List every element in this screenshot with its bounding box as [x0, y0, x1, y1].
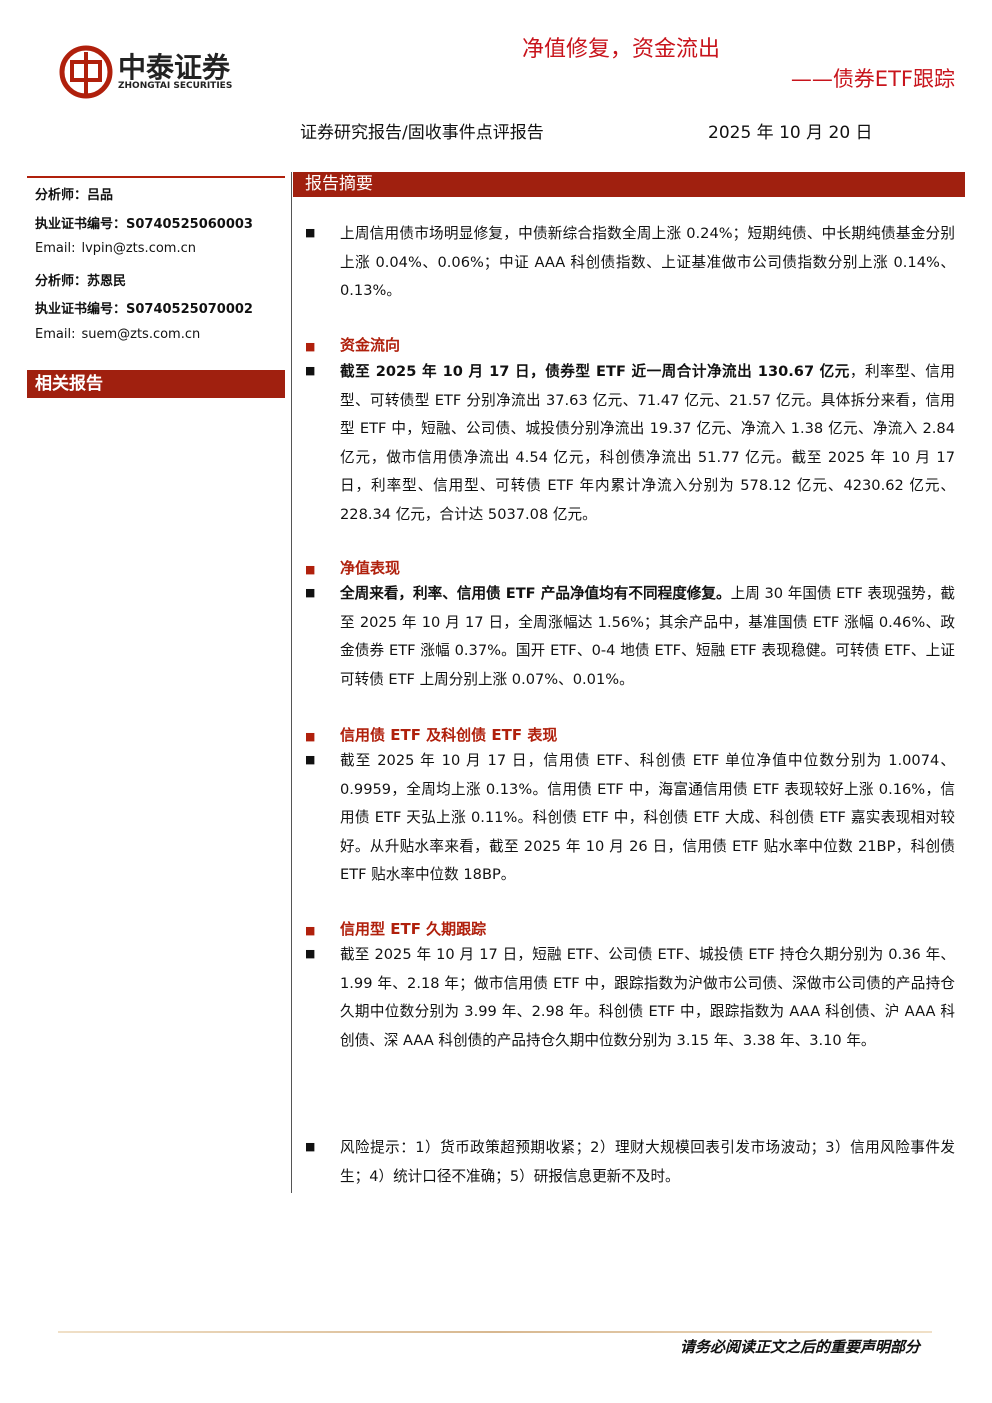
analyst-row: 执业证书编号：S0740525070002: [35, 298, 253, 317]
section-heading: 资金流向: [340, 336, 401, 354]
analyst-label: Email:: [35, 241, 76, 257]
section-heading: 信用债 ETF 及科创债 ETF 表现: [340, 726, 558, 744]
section-paragraph: 全周来看，利率、信用债 ETF 产品净值均有不同程度修复。上周 30 年国债 E…: [340, 580, 955, 694]
analyst-row: 执业证书编号：S0740525060003: [35, 213, 253, 232]
logo-en: ZHONGTAI SECURITIES: [118, 81, 233, 91]
body-text: ，利率型、信用型、可转债型 ETF 分别净流出 37.63 亿元、71.47 亿…: [340, 363, 955, 523]
summary-heading: 报告摘要: [293, 172, 965, 197]
report-date: 2025 年 10 月 20 日: [708, 123, 873, 143]
analyst-label: 分析师：: [35, 188, 88, 203]
subtitle: ——债券ETF跟踪: [790, 67, 955, 91]
bullet: ■: [305, 753, 316, 766]
divider: [291, 172, 292, 1193]
logo-cn: 中泰证券: [118, 51, 231, 84]
sidebar-rule: [27, 176, 285, 178]
analyst-row: Email: suem@zts.com.cn: [35, 327, 200, 342]
body-text: 截至 2025 年 10 月 17 日，信用债 ETF、科创债 ETF 单位净值…: [340, 752, 955, 883]
logo-icon: [59, 45, 113, 99]
intro-paragraph: 上周信用债市场明显修复，中债新综合指数全周上涨 0.24%；短期纯债、中长期纯债…: [340, 225, 955, 299]
bullet: ■: [305, 947, 316, 960]
bullet: ■: [305, 340, 316, 353]
body-text: 截至 2025 年 10 月 17 日，短融 ETF、公司债 ETF、城投债 E…: [340, 946, 955, 1049]
analyst-label: 执业证书编号：: [35, 302, 127, 318]
section-heading: 净值表现: [340, 559, 401, 577]
analyst-row: Email: lvpin@zts.com.cn: [35, 241, 196, 256]
analyst-value: suem@zts.com.cn: [81, 327, 201, 342]
footer-rule: [58, 1331, 932, 1333]
analyst-label: 分析师：: [35, 273, 88, 289]
bullet: ■: [305, 226, 316, 239]
section-paragraph: 截至 2025 年 10 月 17 日，短融 ETF、公司债 ETF、城投债 E…: [340, 941, 955, 1055]
related-heading: 相关报告: [27, 370, 285, 398]
analyst-label: 执业证书编号：: [35, 216, 127, 232]
analyst-value: lvpin@zts.com.cn: [81, 241, 196, 257]
footer-disclaimer: 请务必阅读正文之后的重要声明部分: [679, 1338, 920, 1356]
analyst-value: 苏恩民: [87, 273, 127, 289]
analyst-row: 分析师：苏恩民: [35, 270, 126, 289]
risk-paragraph: 风险提示：1）货币政策超预期收紧；2）理财大规模回表引发市场波动；3）信用风险事…: [340, 1139, 955, 1185]
bullet: ■: [305, 730, 316, 743]
section-paragraph: 截至 2025 年 10 月 17 日，信用债 ETF、科创债 ETF 单位净值…: [340, 747, 955, 890]
title: 净值修复，资金流出: [522, 37, 721, 62]
bullet: ■: [305, 924, 316, 937]
bullet: ■: [305, 1140, 316, 1153]
analyst-value: 吕品: [87, 188, 114, 203]
bold-lead: 全周来看，利率、信用债 ETF 产品净值均有不同程度修复。: [340, 585, 731, 602]
bold-lead: 截至 2025 年 10 月 17 日，债券型 ETF 近一周合计净流出 130…: [340, 363, 850, 380]
analyst-row: 分析师：吕品: [35, 184, 113, 203]
analyst-value: S0740525060003: [126, 216, 253, 232]
bullet: ■: [305, 364, 316, 377]
section-paragraph: 截至 2025 年 10 月 17 日，债券型 ETF 近一周合计净流出 130…: [340, 358, 955, 529]
bullet: ■: [305, 586, 316, 599]
analyst-value: S0740525070002: [126, 302, 253, 318]
bullet: ■: [305, 563, 316, 576]
analyst-label: Email:: [35, 327, 76, 342]
body-text: 上周 30 年国债 ETF 表现强势，截至 2025 年 10 月 17 日，全…: [340, 585, 955, 688]
report-type: 证券研究报告/固收事件点评报告: [300, 123, 544, 143]
section-heading: 信用型 ETF 久期跟踪: [340, 920, 487, 938]
